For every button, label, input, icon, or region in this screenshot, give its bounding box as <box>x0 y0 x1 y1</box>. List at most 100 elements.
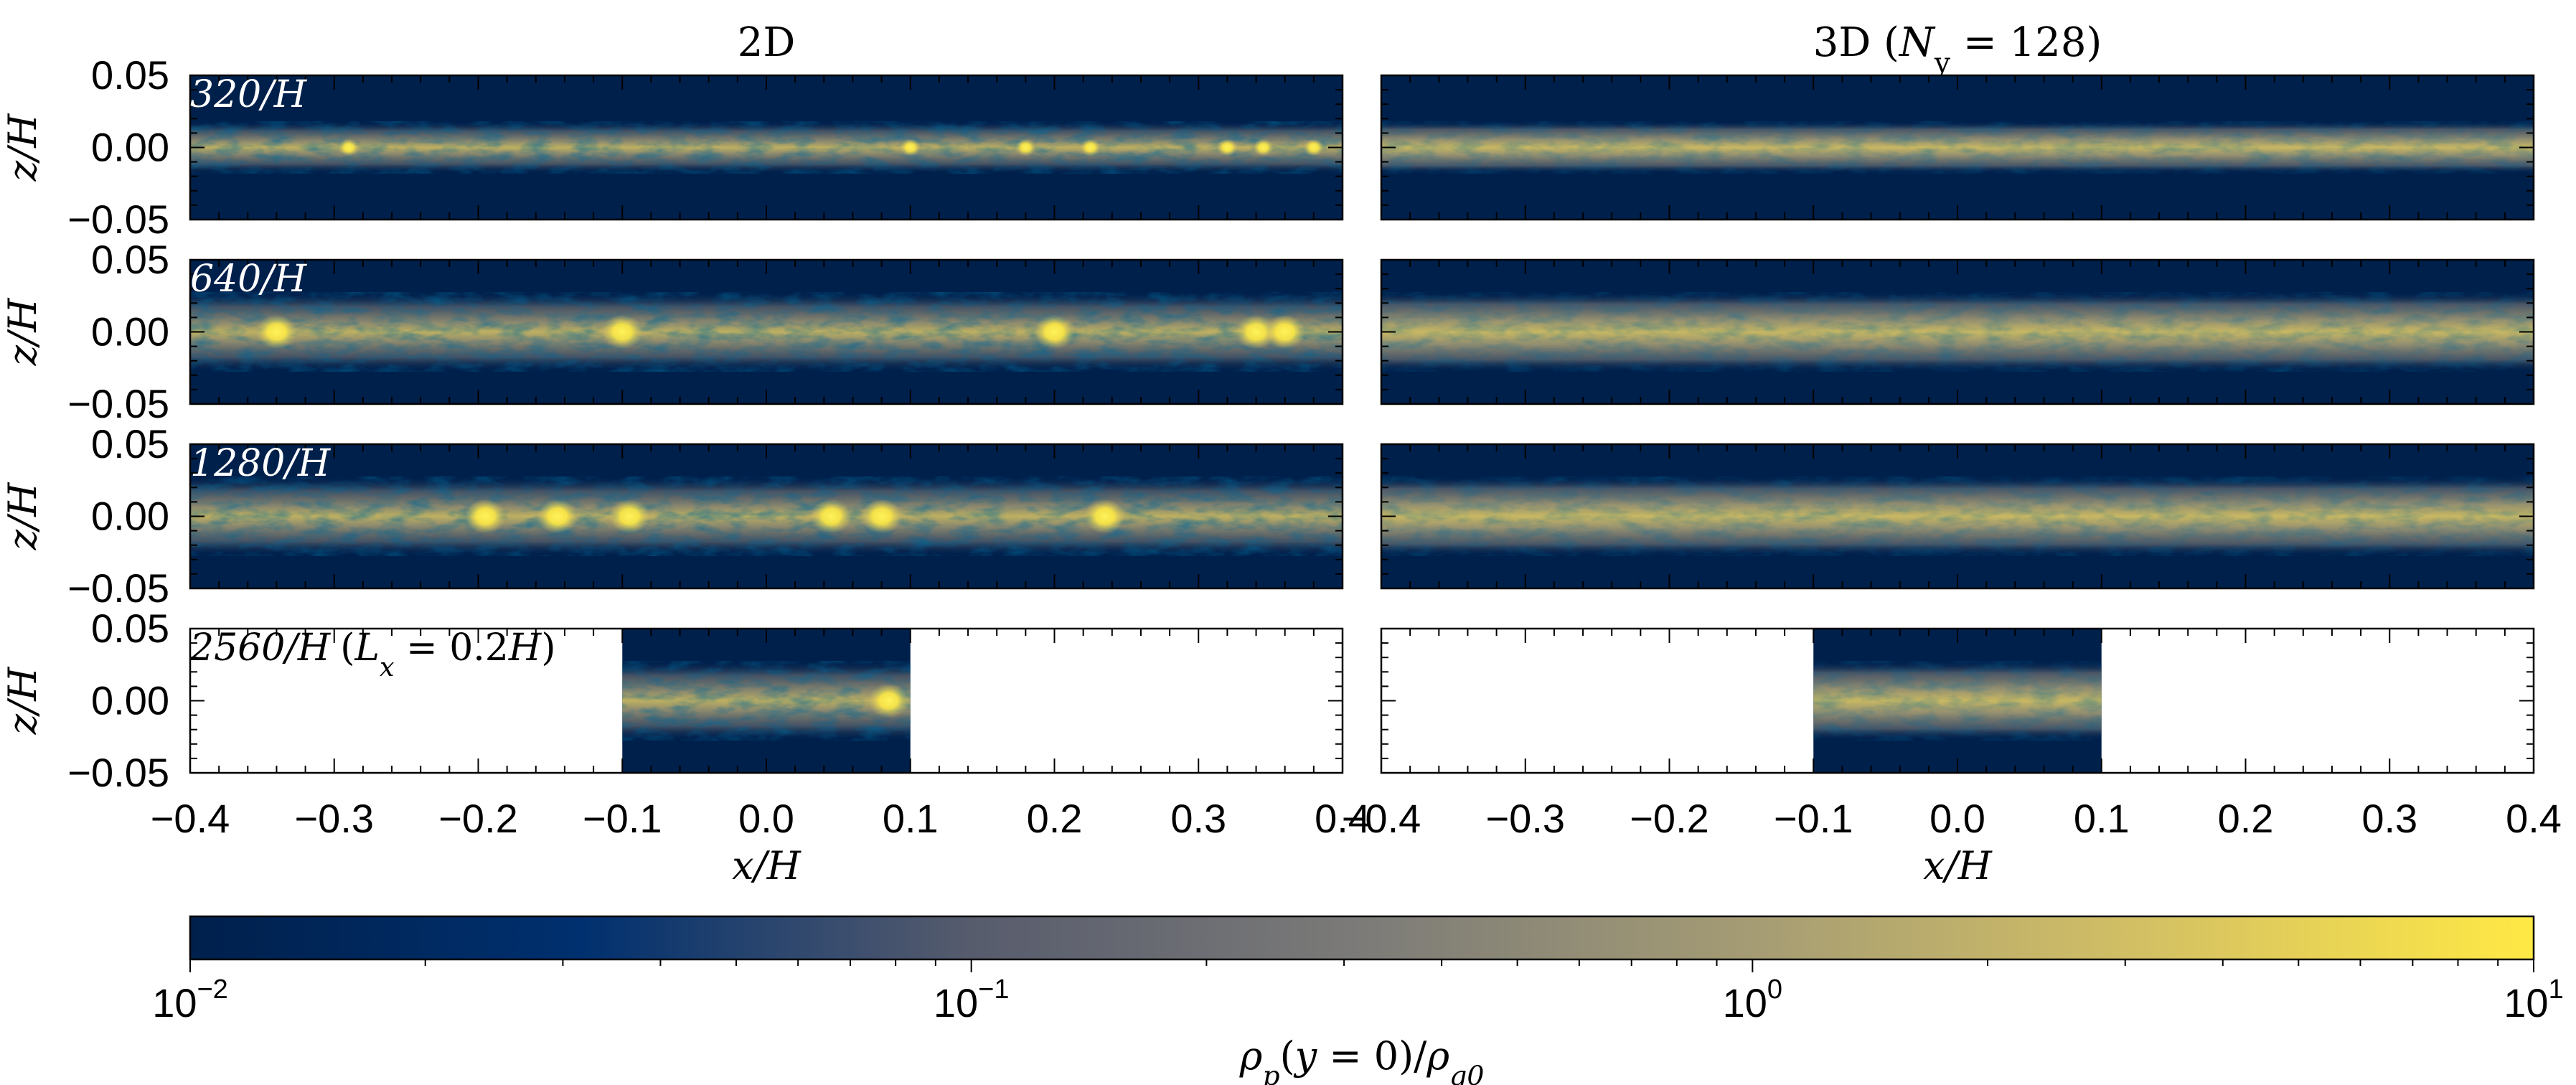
dense-clump <box>900 138 921 156</box>
column-title-2d: 2D <box>738 19 796 66</box>
y-axis-label: z/H <box>0 113 45 182</box>
turbulence-texture <box>1813 661 2102 741</box>
colorbar-label-part: p <box>1262 1060 1279 1085</box>
x-tick-label: −0.3 <box>1485 796 1565 841</box>
panel-2d-row-1 <box>189 74 1344 221</box>
panel-3d-row-2 <box>1380 258 2535 405</box>
resolution-suffix-part: x <box>380 652 395 682</box>
resolution-value: 1280/H <box>190 442 332 485</box>
tick-exponent: 0 <box>1767 974 1782 1005</box>
dense-clump <box>1083 499 1126 534</box>
dense-clump <box>1015 138 1036 156</box>
tick-exponent: −1 <box>978 974 1009 1005</box>
dense-clump <box>338 138 359 156</box>
x-tick-label: 0.2 <box>1027 796 1083 841</box>
colorbar-label-part: ( <box>1280 1033 1295 1079</box>
turbulence-texture <box>622 661 911 741</box>
x-tick-label: −0.2 <box>1630 796 1709 841</box>
dense-clump <box>860 499 903 534</box>
dense-clump <box>868 683 910 718</box>
resolution-suffix-part: L <box>354 626 380 670</box>
tick-base: 10 <box>1723 980 1767 1025</box>
resolution-suffix: (Lx = 0.2H) <box>340 626 555 682</box>
y-tick-label: −0.05 <box>67 750 169 795</box>
colorbar-tick-label: 100 <box>1723 974 1782 1025</box>
colorbar-label-part: ρ <box>1239 1033 1263 1079</box>
x-axis-label: x/H <box>732 843 802 888</box>
panel-3d-row-1 <box>1380 74 2535 221</box>
x-tick-label: −0.2 <box>438 796 518 841</box>
colorbar-label-part: y <box>1294 1033 1318 1079</box>
y-tick-label: 0.05 <box>91 52 169 98</box>
column-title-3d-part: N <box>1898 19 1936 66</box>
tick-exponent: −2 <box>197 974 227 1005</box>
dense-clump <box>608 499 651 534</box>
dense-clump <box>1264 314 1306 349</box>
column-title-3d: 3D (Ny = 128) <box>1813 19 2102 80</box>
x-tick-label: 0.3 <box>1170 796 1226 841</box>
dense-clump <box>1235 314 1277 349</box>
y-tick-label: 0.05 <box>91 237 169 282</box>
x-tick-label: 0.1 <box>2074 796 2130 841</box>
y-tick-label: 0.05 <box>91 421 169 466</box>
x-tick-label: −0.1 <box>583 796 662 841</box>
dense-clump <box>810 499 852 534</box>
x-tick-label: 0.0 <box>1929 796 1985 841</box>
tick-base: 10 <box>152 980 197 1025</box>
colorbar-tick-label: 10−1 <box>934 974 1010 1025</box>
tick-base: 10 <box>2504 980 2548 1025</box>
panel-2d-row-2 <box>189 258 1344 405</box>
colorbar-label-part: g0 <box>1449 1060 1484 1085</box>
turbulence-texture <box>1381 476 2534 556</box>
resolution-label: 640/H <box>190 258 308 301</box>
y-axis-label: z/H <box>0 298 45 367</box>
colorbar-bar <box>189 915 2535 961</box>
y-tick-label: 0.00 <box>91 125 169 170</box>
column-title-3d-part: y <box>1934 47 1951 80</box>
panel-3d-row-3 <box>1380 443 2535 590</box>
dense-clump <box>464 499 507 534</box>
y-axis-label: z/H <box>0 667 45 736</box>
tick-base: 10 <box>934 980 978 1025</box>
resolution-label: 320/H <box>190 73 308 116</box>
colorbar-tick-label: 101 <box>2504 974 2563 1025</box>
dense-clump <box>1033 314 1076 349</box>
resolution-value: 320/H <box>190 73 308 116</box>
colorbar-label-part: = 0)/ <box>1317 1033 1427 1079</box>
y-tick-label: 0.00 <box>91 494 169 539</box>
resolution-suffix-part: ( <box>340 626 354 670</box>
resolution-value: 2560/H <box>189 626 332 670</box>
y-axis-label: z/H <box>0 482 45 551</box>
x-tick-label: 0.2 <box>2218 796 2274 841</box>
x-tick-label: 0.4 <box>1315 796 1371 841</box>
dense-clump <box>1303 138 1325 156</box>
dense-clump <box>537 499 578 534</box>
column-title-3d-part: 3D ( <box>1813 19 1899 66</box>
dense-clump <box>601 314 644 349</box>
turbulence-texture <box>1381 292 2534 372</box>
dense-clump <box>1217 138 1238 156</box>
panel-2d-row-3 <box>189 443 1344 590</box>
colorbar-label: ρp(y = 0)/ρg0 <box>1239 1033 1485 1085</box>
x-tick-label: 0.0 <box>738 796 794 841</box>
turbulence-texture <box>1381 121 2534 174</box>
column-title-3d-part: = 128) <box>1950 19 2102 66</box>
dense-clump <box>255 314 298 349</box>
resolution-suffix-part: H <box>508 626 542 670</box>
x-tick-label: 0.1 <box>883 796 939 841</box>
dense-clump <box>1080 138 1101 156</box>
panel-2d-row-4 <box>189 627 1344 774</box>
colorbar-tick-label: 10−2 <box>152 974 228 1025</box>
turbulence-texture <box>190 476 1343 556</box>
resolution-label: 2560/H (Lx = 0.2H) <box>189 626 556 682</box>
x-tick-label: −0.4 <box>151 796 230 841</box>
y-tick-label: −0.05 <box>67 381 169 426</box>
resolution-suffix-part: = 0.2 <box>395 626 509 670</box>
turbulence-texture <box>190 292 1343 372</box>
turbulence-texture <box>190 121 1343 174</box>
x-tick-label: 0.3 <box>2361 796 2417 841</box>
x-tick-label: −0.1 <box>1774 796 1853 841</box>
resolution-label: 1280/H <box>190 442 332 485</box>
x-tick-label: 0.4 <box>2506 796 2562 841</box>
